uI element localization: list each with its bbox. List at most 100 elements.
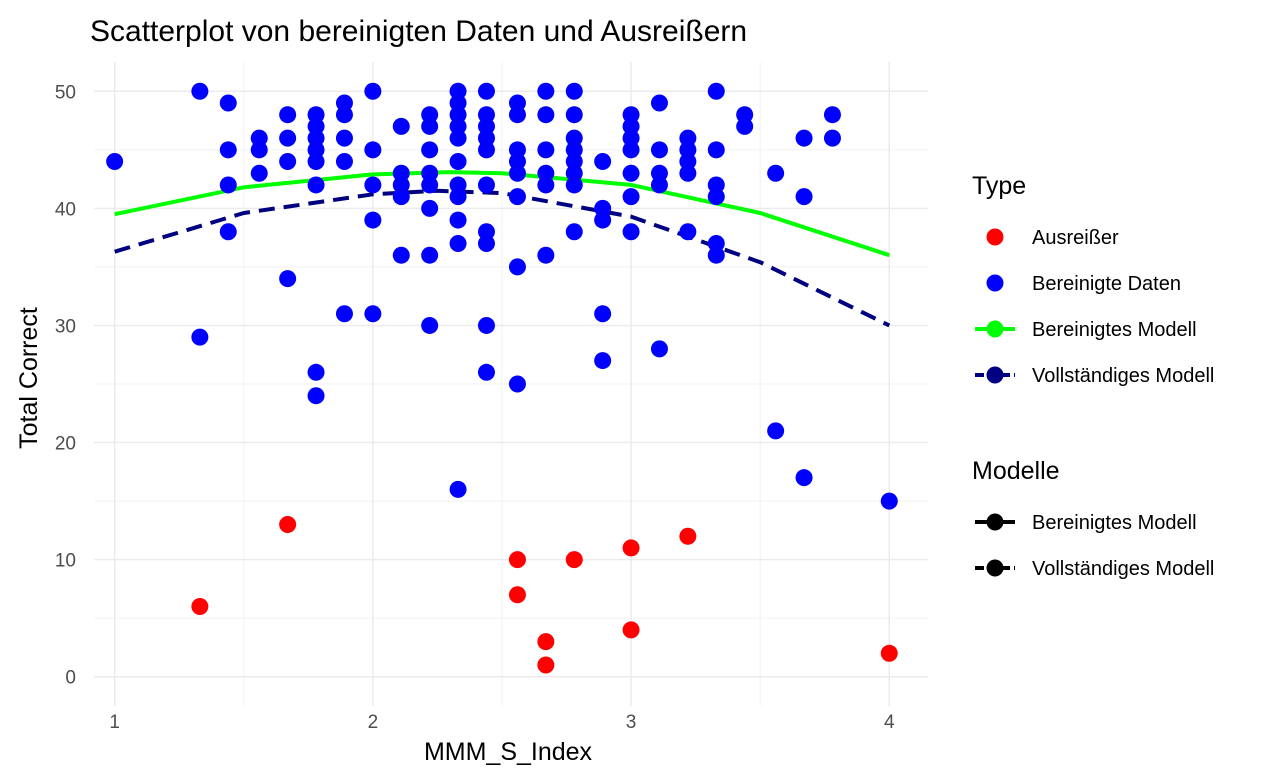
- clean-data-point: [650, 141, 668, 159]
- clean-data-point: [594, 153, 612, 171]
- clean-data-point: [707, 141, 725, 159]
- clean-data-point: [707, 82, 725, 100]
- y-tick-label: 50: [55, 82, 76, 103]
- clean-data-point: [707, 234, 725, 252]
- clean-data-point: [707, 176, 725, 194]
- y-tick-label: 0: [65, 668, 76, 689]
- clean-data-point: [392, 117, 410, 135]
- clean-data-point: [477, 223, 495, 241]
- outlier-point: [565, 551, 583, 569]
- clean-data-point: [449, 188, 467, 206]
- clean-data-point: [508, 106, 526, 124]
- clean-data-point: [594, 199, 612, 217]
- clean-data-point: [421, 106, 439, 124]
- legend-key-point: [986, 320, 1004, 338]
- clean-data-point: [795, 188, 813, 206]
- clean-data-point: [537, 82, 555, 100]
- outlier-point: [191, 597, 209, 615]
- clean-data-point: [307, 153, 325, 171]
- clean-data-point: [477, 316, 495, 334]
- outlier-point: [279, 516, 297, 534]
- clean-data-point: [477, 129, 495, 147]
- outlier-point: [537, 633, 555, 651]
- clean-data-point: [565, 164, 583, 182]
- clean-data-point: [508, 188, 526, 206]
- model-lines: [114, 170, 891, 328]
- clean-data-point: [565, 141, 583, 159]
- clean-data-point: [335, 106, 353, 124]
- clean-data-point: [219, 223, 237, 241]
- clean-data-point: [307, 117, 325, 135]
- clean-data-point: [449, 82, 467, 100]
- clean-data-point: [421, 164, 439, 182]
- clean-data-point: [449, 480, 467, 498]
- clean-data-point: [421, 176, 439, 194]
- clean-data-point: [650, 94, 668, 112]
- clean-data-point: [880, 492, 898, 510]
- clean-data-point: [307, 363, 325, 381]
- y-tick-label: 20: [55, 434, 76, 455]
- legend-title-type: Type: [972, 172, 1026, 200]
- outlier-point: [537, 656, 555, 674]
- clean-data-point: [477, 141, 495, 159]
- clean-data-point: [250, 164, 268, 182]
- outlier-point: [622, 539, 640, 557]
- clean-data-point: [622, 117, 640, 135]
- clean-data-point: [565, 82, 583, 100]
- clean-data-point: [622, 129, 640, 147]
- x-tick-label: 2: [368, 712, 379, 733]
- clean-data-point: [594, 305, 612, 323]
- clean-data-point: [449, 153, 467, 171]
- clean-data-point: [449, 106, 467, 124]
- clean-data-point: [191, 82, 209, 100]
- clean-data-point: [477, 363, 495, 381]
- clean-data-point: [392, 176, 410, 194]
- x-tick-label: 1: [109, 712, 120, 733]
- clean-data-point: [250, 141, 268, 159]
- clean-data-point: [449, 117, 467, 135]
- clean-data-point: [565, 106, 583, 124]
- clean-data-point: [279, 129, 297, 147]
- clean-data-point: [250, 129, 268, 147]
- clean-data-point: [449, 176, 467, 194]
- legend-label: Bereinigtes Modell: [1032, 319, 1197, 341]
- clean-data-point: [594, 211, 612, 229]
- clean-data-point: [823, 106, 841, 124]
- clean-data-point: [477, 176, 495, 194]
- clean-data-point: [565, 176, 583, 194]
- clean-data-point: [307, 106, 325, 124]
- model-line: [114, 170, 890, 258]
- clean-data-point: [335, 129, 353, 147]
- clean-data-point: [679, 164, 697, 182]
- clean-data-point: [679, 153, 697, 171]
- legend-label: Bereinigte Daten: [1032, 273, 1181, 295]
- clean-data-point: [537, 141, 555, 159]
- clean-data-point: [392, 164, 410, 182]
- clean-data-point: [679, 223, 697, 241]
- clean-data-point: [449, 94, 467, 112]
- clean-data-point: [795, 469, 813, 487]
- clean-data-point: [421, 141, 439, 159]
- clean-data-point: [508, 375, 526, 393]
- clean-data-point: [364, 176, 382, 194]
- legend-label: Ausreißer: [1032, 227, 1119, 249]
- clean-data-point: [392, 246, 410, 264]
- clean-data-point: [594, 352, 612, 370]
- clean-data-point: [307, 176, 325, 194]
- clean-data-point: [650, 176, 668, 194]
- clean-data-point: [795, 129, 813, 147]
- clean-data-point: [477, 106, 495, 124]
- clean-data-point: [707, 246, 725, 264]
- clean-data-point: [537, 106, 555, 124]
- clean-data-point: [736, 117, 754, 135]
- legend-key-point: [986, 274, 1004, 292]
- outlier-point: [508, 551, 526, 569]
- clean-data-point: [508, 258, 526, 276]
- clean-data-point: [508, 94, 526, 112]
- y-axis-ticks: 0 10 20 30 40 50: [55, 82, 76, 688]
- clean-data-point: [622, 164, 640, 182]
- x-axis-title: MMM_S_Index: [424, 738, 593, 766]
- clean-data-point: [449, 234, 467, 252]
- y-tick-label: 40: [55, 199, 76, 220]
